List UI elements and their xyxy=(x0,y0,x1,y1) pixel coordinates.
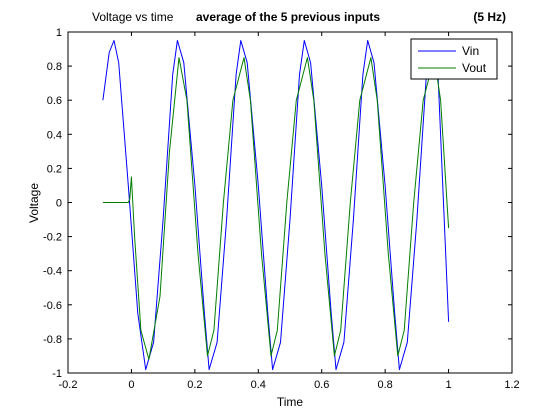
series-line-vin xyxy=(102,40,450,371)
chart-annotation: (5 Hz) xyxy=(473,10,506,24)
x-tick-label: 0.2 xyxy=(187,379,202,391)
y-tick-label: 0.8 xyxy=(47,61,62,73)
x-axis-label: Time xyxy=(277,395,304,409)
y-tick-label: -1 xyxy=(52,368,62,380)
x-tick-label: 0 xyxy=(128,379,134,391)
y-tick-label: 0.4 xyxy=(47,129,62,141)
x-tick-label: -0.2 xyxy=(59,379,78,391)
legend-label-vin: Vin xyxy=(462,44,479,58)
x-tick-label: 1 xyxy=(446,379,452,391)
legend-box xyxy=(410,38,498,80)
y-tick-label: -0.6 xyxy=(43,300,62,312)
y-axis-label: Voltage xyxy=(27,183,41,223)
chart-subtitle: average of the 5 previous inputs xyxy=(196,10,380,24)
chart-title: Voltage vs time xyxy=(92,10,174,24)
y-tick-label: -0.2 xyxy=(43,232,62,244)
x-tick-label: 0.6 xyxy=(314,379,329,391)
tick-layer: -0.2 0 0.2 0.4 0.6 0.8 1 1.2 -1 -0.8 -0.6 -0.4 -0.2 0… xyxy=(43,27,520,391)
legend: Vin Vout xyxy=(410,38,498,80)
y-tick-label: -0.4 xyxy=(43,266,62,278)
y-tick-label: -0.8 xyxy=(43,334,62,346)
series-line-vout xyxy=(102,57,450,360)
y-tick-label: 1 xyxy=(56,27,62,39)
x-tick-label: 1.2 xyxy=(504,379,519,391)
y-tick-label: 0.2 xyxy=(47,163,62,175)
plot-area xyxy=(68,32,512,373)
series-layer xyxy=(102,40,450,371)
legend-label-vout: Vout xyxy=(462,61,487,75)
y-tick-label: 0 xyxy=(56,198,62,210)
x-tick-label: 0.8 xyxy=(377,379,392,391)
x-tick-label: 0.4 xyxy=(251,379,266,391)
y-tick-label: 0.6 xyxy=(47,95,62,107)
